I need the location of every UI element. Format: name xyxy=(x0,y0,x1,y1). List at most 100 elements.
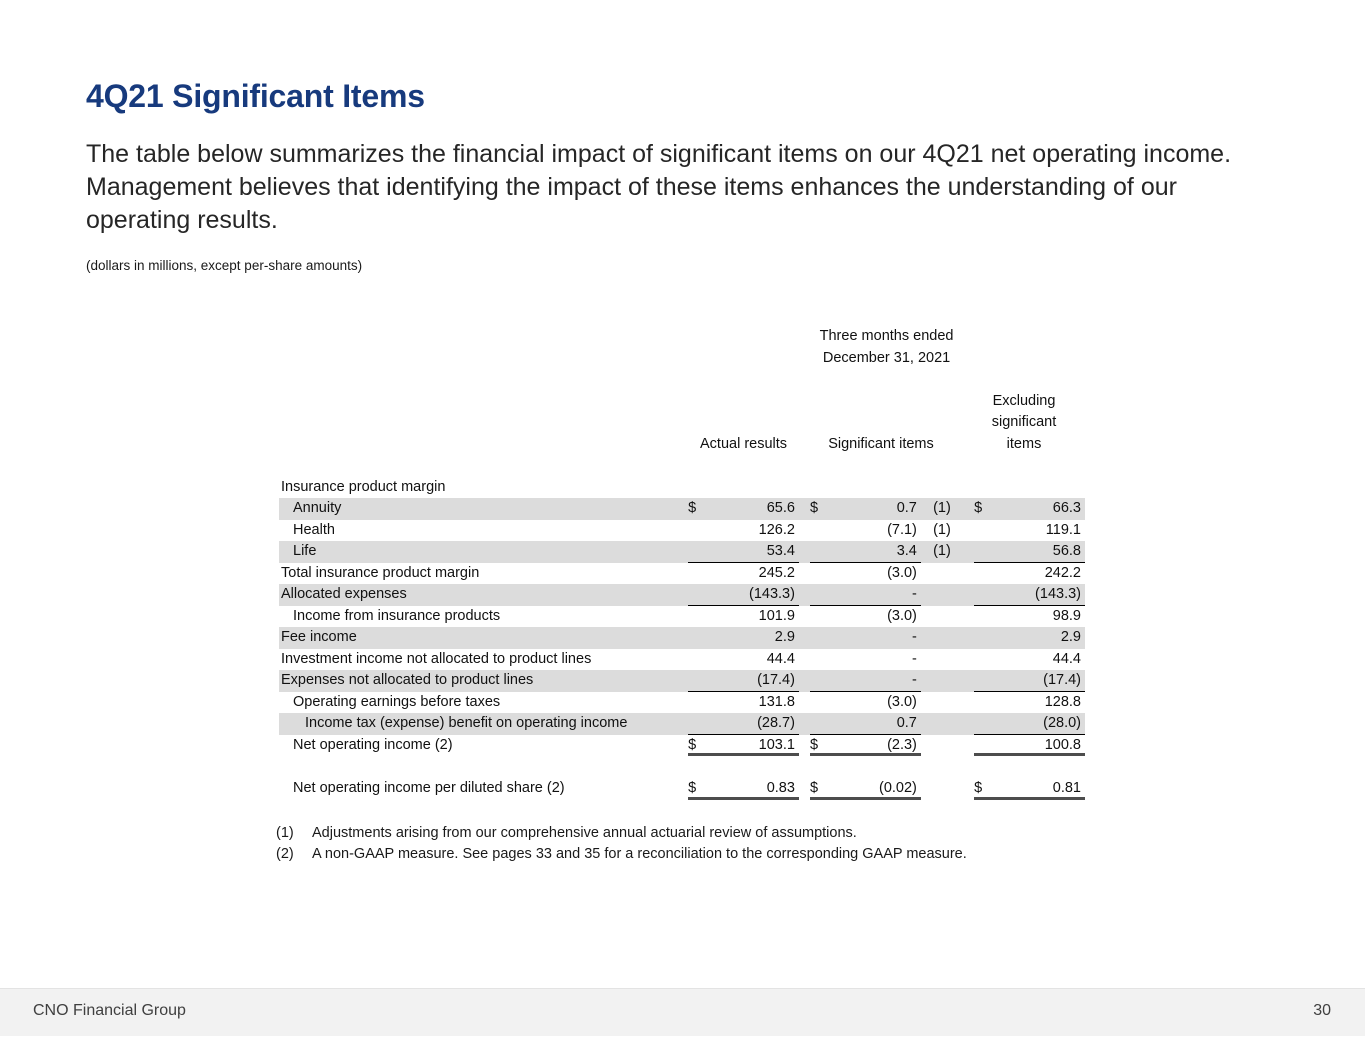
actual-value: (143.3) xyxy=(712,584,799,606)
units-note: (dollars in millions, except per-share a… xyxy=(86,258,363,273)
colhdr-blank-3 xyxy=(279,434,688,456)
period-header-row-2: December 31, 2021 xyxy=(279,348,1085,370)
actual-value: 245.2 xyxy=(758,564,795,581)
table-row: Operating earnings before taxes 131.8 (3.0… xyxy=(279,692,1085,714)
footnote-ref xyxy=(921,606,963,628)
significant-currency xyxy=(810,627,835,649)
footnote-row: (2) A non-GAAP measure. See pages 33 and… xyxy=(276,844,967,865)
period-header-row-1: Three months ended xyxy=(279,326,1085,348)
column-gap-2 xyxy=(963,735,974,757)
footer-page-number: 30 xyxy=(1313,1002,1331,1019)
footnote-ref xyxy=(921,477,963,499)
col3-header-underline xyxy=(974,455,1085,477)
col-header-row-1: Excluding xyxy=(279,391,1085,413)
column-gap-2 xyxy=(963,520,974,542)
table-row: Fee income 2.9 - 2.9 xyxy=(279,627,1085,649)
col1-header: Actual results xyxy=(700,435,788,452)
significant-value: - xyxy=(834,670,921,692)
col-header-row-2: significant xyxy=(279,412,1085,434)
column-gap-1 xyxy=(798,670,811,692)
excluding-currency xyxy=(974,541,999,563)
footnote-ref: (1) xyxy=(920,498,964,520)
row-label: Health xyxy=(293,521,335,538)
row-label: Net operating income per diluted share (… xyxy=(293,780,565,796)
row-label: Expenses not allocated to product lines xyxy=(279,670,689,692)
excluding-value: 98.9 xyxy=(1052,607,1081,624)
underline-blank xyxy=(279,455,688,477)
row-label: Annuity xyxy=(279,498,689,520)
significant-value: - xyxy=(834,627,921,649)
significant-currency xyxy=(810,541,835,563)
actual-value: 131.8 xyxy=(758,693,795,710)
col3-header-line3: items xyxy=(1006,435,1042,452)
actual-currency xyxy=(688,520,712,542)
significant-currency xyxy=(810,649,834,671)
colhdr-c1-blank-2 xyxy=(688,412,799,434)
column-gap-1 xyxy=(799,520,810,542)
column-gap-1 xyxy=(798,498,811,520)
colhdr-c2-blank-2 xyxy=(799,412,963,434)
excluding-currency xyxy=(974,756,998,778)
footer-brand: CNO Financial Group xyxy=(33,1002,186,1019)
column-gap-2 xyxy=(963,498,975,520)
excluding-value: 66.3 xyxy=(998,498,1085,520)
row-label: Insurance product margin xyxy=(281,478,446,495)
table-row: Expenses not allocated to product lines (… xyxy=(279,670,1085,692)
row-label: Operating earnings before taxes xyxy=(293,693,501,710)
excluding-value: 100.8 xyxy=(998,735,1085,757)
actual-value: (17.4) xyxy=(712,670,799,692)
actual-currency xyxy=(688,584,713,606)
column-gap-2 xyxy=(963,627,975,649)
excluding-value xyxy=(998,756,1085,778)
significant-currency xyxy=(810,713,835,735)
table-row: Income from insurance products 101.9 (3.0)… xyxy=(279,606,1085,628)
excluding-currency xyxy=(974,606,998,628)
col-header-row-3: Actual results Significant items items xyxy=(279,434,1085,456)
column-gap-1 xyxy=(799,756,810,778)
actual-currency xyxy=(688,477,712,499)
actual-currency xyxy=(688,606,712,628)
footnote-ref xyxy=(921,778,963,800)
column-gap-2 xyxy=(963,692,974,714)
col2-header: Significant items xyxy=(828,435,934,452)
significant-value: (7.1) xyxy=(887,521,917,538)
intro-paragraph: The table below summarizes the financial… xyxy=(86,140,1232,234)
col3-header-line2: significant xyxy=(991,414,1057,430)
significant-currency xyxy=(810,563,834,585)
row-label: Allocated expenses xyxy=(279,584,689,606)
table-row: Net operating income (2) $103.1 $ (2.3) 100.… xyxy=(279,735,1085,757)
column-gap-1 xyxy=(798,627,811,649)
underline-gap-2 xyxy=(963,455,974,477)
table-body: Insurance product margin Annuity $65.6 $0.7… xyxy=(279,477,1085,800)
significant-items-table: Three months ended December 31, 2021 Exc… xyxy=(279,326,1085,800)
column-gap-2 xyxy=(963,584,975,606)
significant-value: - xyxy=(834,584,921,606)
footnote-ref xyxy=(921,563,963,585)
rule-blank xyxy=(279,369,688,391)
excluding-currency xyxy=(974,735,998,757)
table-row: Health 126.2 (7.1) (1) 119.1 xyxy=(279,520,1085,542)
footnote-ref: (1) xyxy=(933,521,951,538)
significant-currency: $ xyxy=(810,498,835,520)
significant-value: 0.7 xyxy=(834,498,921,520)
column-gap-2 xyxy=(963,477,974,499)
column-gap-2 xyxy=(963,649,974,671)
column-gap-1 xyxy=(799,477,810,499)
colhdr-blank-2 xyxy=(279,412,688,434)
excluding-value: 56.8 xyxy=(998,541,1085,563)
significant-value xyxy=(834,756,920,778)
excluding-currency xyxy=(974,670,999,692)
actual-value: (28.7) xyxy=(712,713,799,735)
significant-currency xyxy=(810,477,834,499)
slide-footer: CNO Financial Group 30 xyxy=(0,988,1365,1036)
column-gap-1 xyxy=(798,713,811,735)
row-label: Life xyxy=(279,541,689,563)
significant-currency xyxy=(810,670,835,692)
column-gap-1 xyxy=(798,584,811,606)
excluding-currency xyxy=(974,627,999,649)
row-label: Total insurance product margin xyxy=(281,564,480,581)
column-gap-1 xyxy=(799,606,810,628)
column-gap-2 xyxy=(963,606,974,628)
column-gap-2 xyxy=(963,563,974,585)
footnote-ref xyxy=(920,627,964,649)
